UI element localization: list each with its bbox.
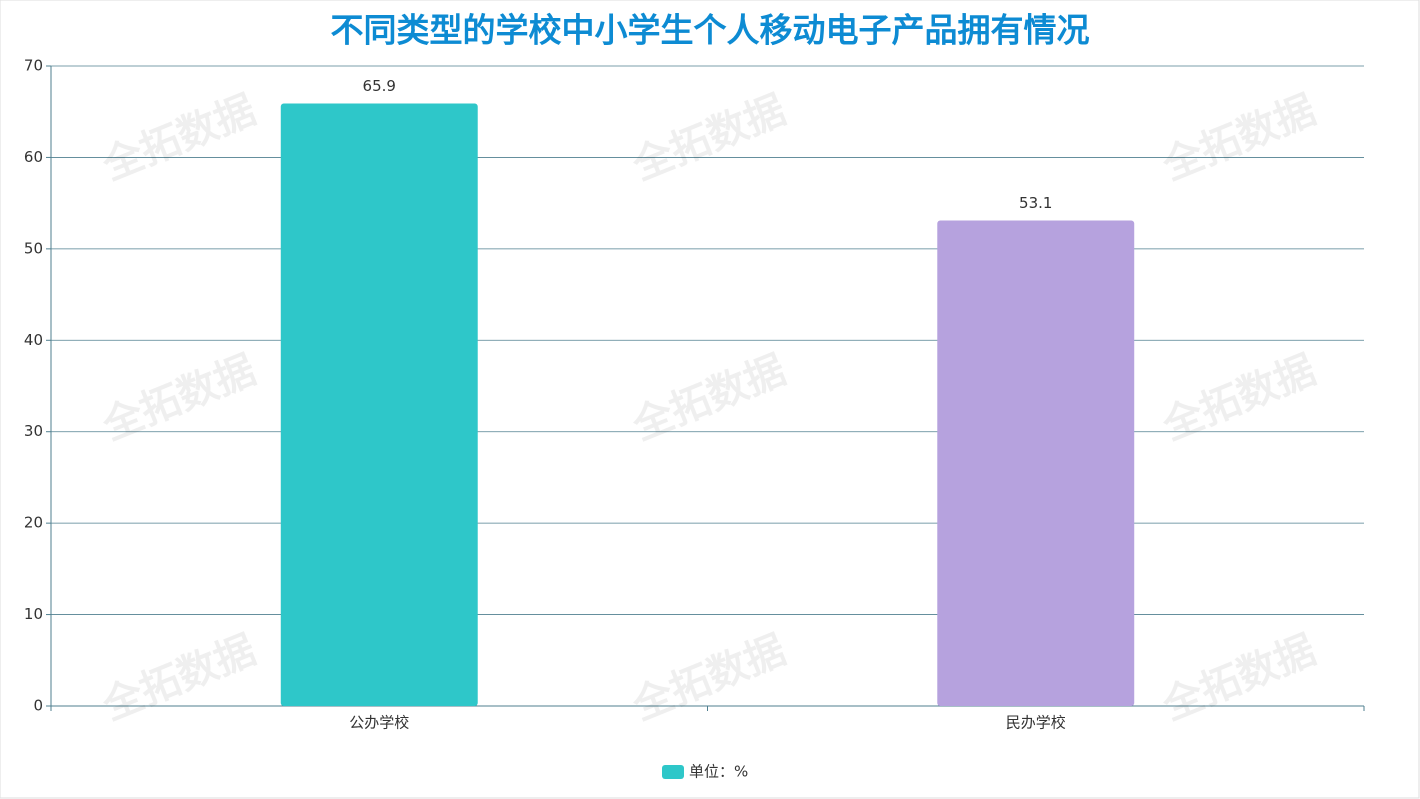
legend-swatch <box>662 765 684 779</box>
bar <box>280 103 478 706</box>
value-label: 65.9 <box>363 77 396 95</box>
y-tick-label: 0 <box>33 697 43 715</box>
y-tick-label: 60 <box>24 148 43 166</box>
y-tick-label: 20 <box>24 514 43 532</box>
bar <box>937 220 1135 706</box>
x-tick-label: 公办学校 <box>349 714 409 732</box>
legend-label: 单位：% <box>689 763 748 781</box>
y-tick-label: 30 <box>24 422 43 440</box>
y-tick-label: 70 <box>24 57 43 75</box>
chart-title: 不同类型的学校中小学生个人移动电子产品拥有情况 <box>331 11 1090 50</box>
y-tick-label: 40 <box>24 331 43 349</box>
y-tick-label: 50 <box>24 239 43 257</box>
y-tick-label: 10 <box>24 605 43 623</box>
value-label: 53.1 <box>1019 194 1052 212</box>
x-tick-label: 民办学校 <box>1006 714 1066 732</box>
